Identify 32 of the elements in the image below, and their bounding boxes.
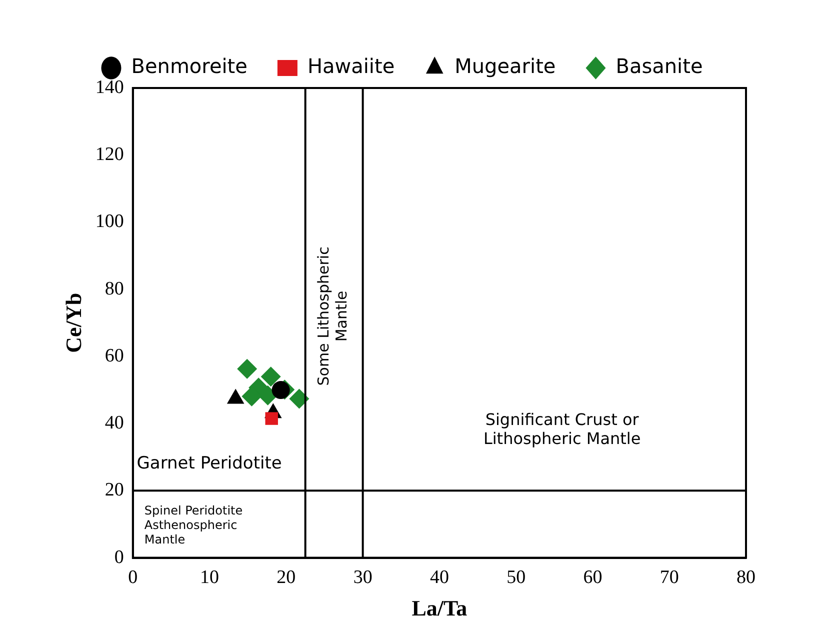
x-tick-label: 50	[506, 567, 526, 588]
point	[289, 388, 310, 409]
y-tick-label: 60	[104, 345, 124, 366]
annotation: Spinel Peridotite Asthenospheric Mantle	[144, 504, 243, 546]
y-tick-label: 100	[95, 211, 124, 232]
x-axis-title: La/Ta	[412, 595, 468, 620]
legend-label: Mugearite	[454, 54, 556, 78]
point	[237, 358, 258, 379]
x-tick-label: 70	[660, 567, 679, 588]
x-tick-label: 40	[430, 567, 449, 588]
x-tick-label: 20	[276, 567, 296, 588]
annotation: Garnet Peridotite	[136, 453, 282, 474]
x-tick-label: 10	[200, 567, 220, 588]
y-tick-label: 0	[114, 546, 124, 568]
y-tick-label: 20	[104, 480, 124, 501]
y-tick-label: 120	[95, 144, 124, 166]
x-tick-label: 0	[128, 567, 138, 588]
y-tick-label: 80	[104, 278, 124, 300]
annotation: Some Lithospheric Mantle	[314, 246, 351, 386]
x-tick-label: 30	[353, 567, 372, 588]
point	[265, 412, 278, 425]
legend-label: Hawaiite	[307, 54, 395, 78]
y-axis-title: Ce/Yb	[60, 292, 86, 353]
annotation: Significant Crust or Lithospheric Mantle	[483, 410, 641, 448]
legend-label: Basanite	[616, 54, 703, 78]
y-tick-label: 40	[104, 412, 124, 434]
x-tick-label: 80	[736, 567, 756, 588]
point	[260, 366, 281, 387]
legend-label: Benmoreite	[131, 54, 248, 78]
y-tick-label: 140	[95, 76, 124, 98]
point	[272, 381, 290, 400]
x-tick-label: 60	[583, 567, 602, 588]
